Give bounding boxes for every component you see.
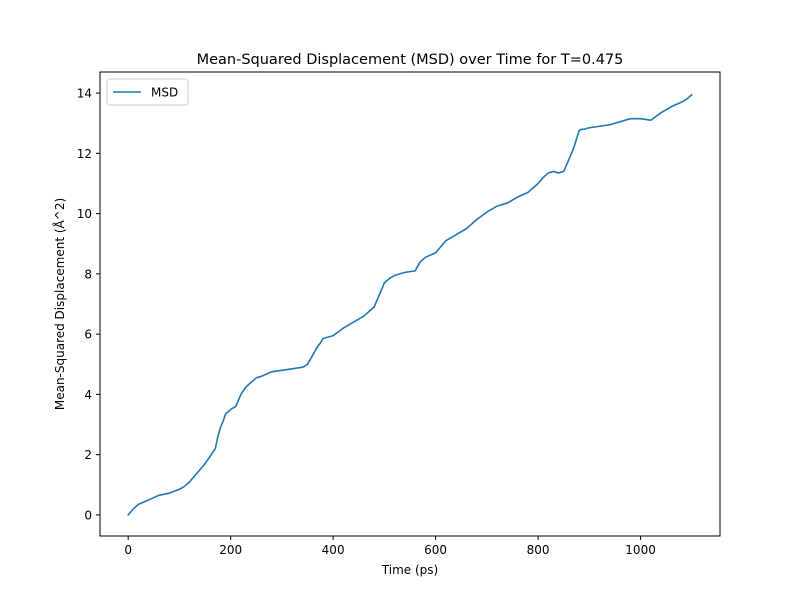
y-tick-label: 12 [77,147,92,161]
x-tick-label: 0 [124,543,132,557]
legend-box [106,78,189,106]
y-tick-label: 14 [77,87,92,101]
x-axis-label: Time (ps) [381,563,438,577]
x-tick-label: 400 [322,543,345,557]
chart-title: Mean-Squared Displacement (MSD) over Tim… [197,52,624,68]
y-tick-label: 2 [84,448,92,462]
y-tick-label: 0 [84,508,92,522]
x-tick-label: 800 [527,543,550,557]
legend-label-msd: MSD [151,86,178,100]
series-line-msd [127,93,693,516]
x-tick-label: 1000 [625,543,656,557]
x-tick-label: 200 [219,543,242,557]
y-axis: 0 2 4 6 8 10 12 14 [77,87,100,522]
axes-frame [99,71,721,537]
y-tick-label: 4 [84,388,92,402]
y-tick-label: 10 [77,207,92,221]
legend: MSD [106,78,189,106]
x-axis: 0 200 400 600 800 1000 [124,536,656,557]
y-axis-label: Mean-Squared Displacement (Å^2) [52,198,67,410]
x-tick-label: 600 [424,543,447,557]
y-tick-label: 8 [84,267,92,281]
plot-area [127,93,693,516]
y-tick-label: 6 [84,328,92,342]
